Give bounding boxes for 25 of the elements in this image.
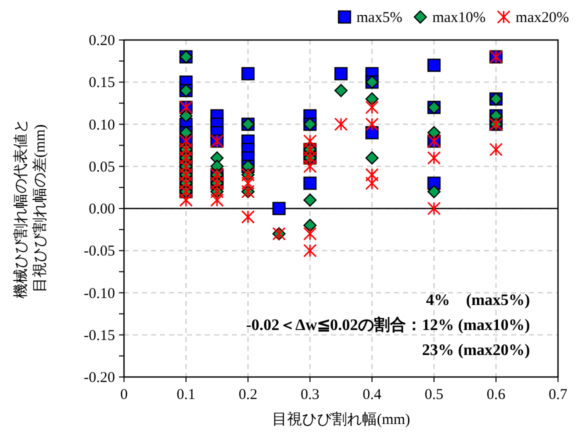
x-axis-title: 目視ひび割れ幅(mm) — [272, 411, 410, 428]
legend-label: max5% — [356, 10, 402, 26]
annotation: 4% (max5%) — [426, 292, 530, 309]
y-tick-label: 0.05 — [88, 159, 115, 176]
y-tick-label: 0.10 — [88, 117, 115, 134]
y-axis-title: 機械ひび割れ幅の代表値と目視ひび割れ幅の差(mm) — [12, 118, 48, 298]
y-tick-label: -0.20 — [84, 370, 115, 386]
x-tick-label: 0.4 — [362, 387, 382, 403]
y-tick-label: -0.10 — [84, 286, 115, 302]
x-tick-label: 0 — [120, 387, 128, 403]
x-tick-label: 0.3 — [300, 387, 320, 403]
y-tick-label: 0.15 — [88, 75, 115, 92]
legend-label: max20% — [516, 10, 569, 26]
y-tick-label: 0.20 — [88, 33, 115, 49]
y-tick-label: 0.00 — [88, 202, 115, 218]
x-tick-label: 0.2 — [238, 387, 258, 403]
x-tick-label: 0.6 — [486, 387, 506, 403]
legend-label: max10% — [432, 10, 486, 26]
y-tick-label: -0.05 — [84, 244, 115, 260]
annotation: -0.02＜Δw≦0.02の割合：12% (max10%) — [246, 316, 530, 334]
x-tick-label: 0.1 — [176, 387, 196, 403]
x-tick-label: 0.5 — [424, 387, 444, 403]
annotation: 23% (max20%) — [422, 342, 530, 359]
x-tick-label: 0.7 — [548, 387, 568, 403]
y-tick-label: -0.15 — [84, 328, 115, 344]
